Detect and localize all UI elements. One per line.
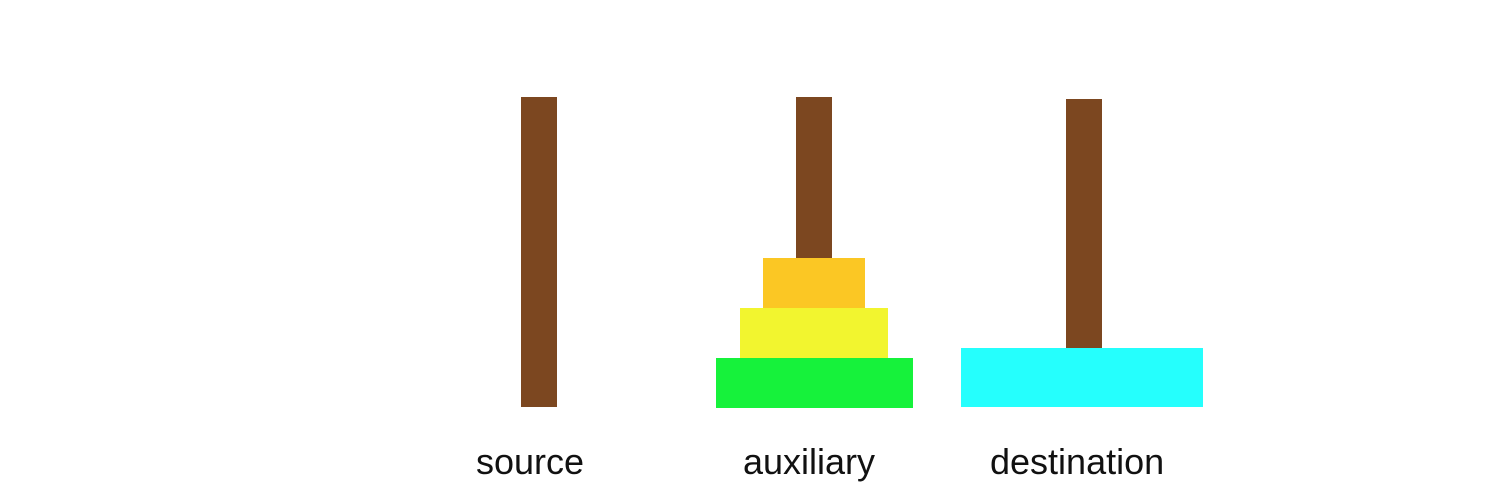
destination-rod [1066,99,1102,348]
auxiliary-label: auxiliary [743,441,876,482]
disk-green [716,358,913,408]
disk-yellow [740,308,888,358]
disk-orange [763,258,865,308]
source-rod [521,97,557,407]
source-label: source [476,441,585,482]
destination-label: destination [990,441,1165,482]
auxiliary-rod [796,97,832,258]
disk-cyan [961,348,1203,407]
